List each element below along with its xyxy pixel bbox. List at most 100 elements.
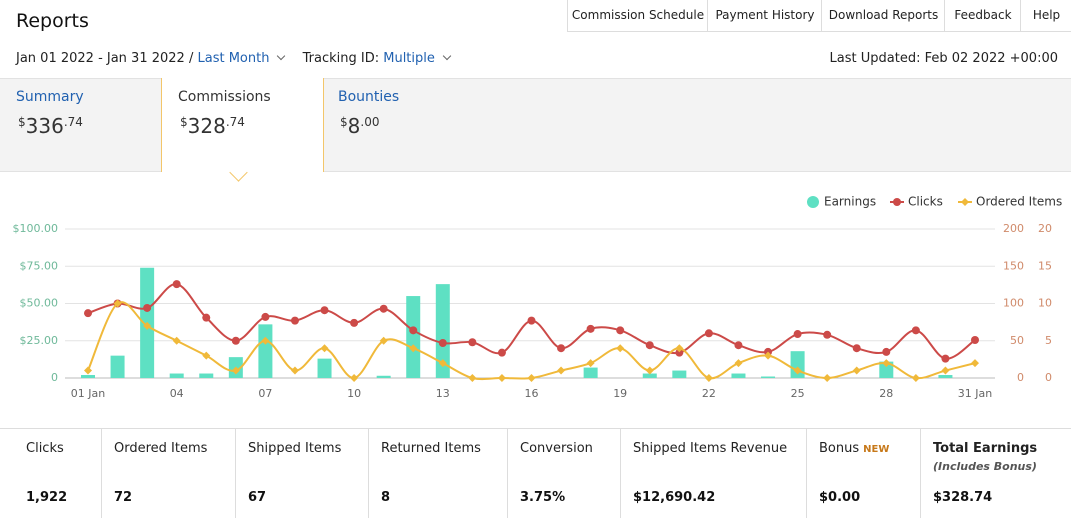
separator: / — [188, 51, 194, 66]
marker — [143, 303, 152, 312]
marker — [320, 306, 329, 315]
marker — [704, 374, 713, 382]
x-tick-label: 19 — [613, 387, 627, 400]
legend-label: Clicks — [908, 195, 943, 209]
tab-amount: $336.74 — [18, 114, 83, 138]
x-tick-label: 28 — [879, 387, 893, 400]
caret — [442, 51, 452, 61]
y-tick-label: $100.00 — [13, 222, 59, 235]
marker — [645, 366, 654, 375]
stat-cell: Clicks 1,922 — [0, 428, 101, 518]
stat-label: Total Earnings — [933, 441, 1037, 456]
fraction: .00 — [360, 115, 380, 129]
marker — [764, 351, 773, 360]
stat-cell: Ordered Items 72 — [101, 428, 235, 518]
y2-tick-label: 200 — [1003, 222, 1024, 235]
period-dropdown[interactable]: Last Month — [197, 51, 270, 66]
marker — [852, 366, 861, 375]
y2-tick-label: 100 — [1003, 297, 1024, 310]
stat-value: 8 — [381, 490, 391, 505]
marker — [409, 344, 418, 353]
marker — [438, 338, 447, 347]
whole: 336 — [25, 114, 64, 138]
bar — [583, 367, 598, 378]
marker — [379, 336, 388, 345]
x-tick-label: 31 Jan — [958, 387, 992, 400]
marker — [172, 336, 181, 345]
stat-value: $328.74 — [933, 490, 993, 505]
marker — [941, 354, 950, 363]
stat-label: Returned Items — [381, 441, 481, 456]
stat-label-text: Ordered Items — [114, 441, 208, 456]
y2-tick-label: 0 — [1017, 371, 1024, 384]
marker — [911, 374, 920, 382]
tab[interactable]: Commissions $328.74 — [161, 78, 324, 172]
marker — [290, 366, 299, 375]
bar — [258, 324, 273, 378]
tab[interactable]: Summary $336.74 — [0, 78, 161, 170]
marker — [84, 366, 92, 375]
date-range: Jan 01 2022 - Jan 31 2022 — [16, 51, 185, 66]
marker — [320, 344, 329, 353]
bar — [110, 355, 125, 378]
stat-label-text: Total Earnings — [933, 441, 1038, 456]
stat-value: 72 — [114, 490, 133, 505]
nav-button[interactable]: Commission Schedule — [567, 0, 708, 32]
stat-value: 67 — [248, 490, 267, 505]
marker — [911, 326, 920, 335]
marker — [675, 348, 684, 357]
marker — [231, 366, 240, 375]
stat-label: Ordered Items — [114, 441, 207, 456]
marker — [882, 347, 891, 356]
stat-label: Shipped Items — [248, 441, 341, 456]
legend-swatch — [961, 198, 969, 206]
whole: 328 — [187, 114, 226, 138]
bar — [435, 284, 450, 378]
x-tick-label: 04 — [170, 387, 184, 400]
marker — [793, 366, 802, 375]
y3-tick-label: 10 — [1038, 297, 1052, 310]
marker — [852, 344, 861, 353]
nav-button[interactable]: Download Reports — [821, 0, 945, 32]
marker — [527, 316, 536, 325]
tracking-dropdown[interactable]: Multiple — [383, 51, 435, 66]
x-tick-label: 22 — [702, 387, 716, 400]
nav-button[interactable]: Help — [1020, 0, 1071, 32]
marker — [971, 359, 979, 368]
marker — [231, 336, 240, 345]
stat-cell: Returned Items 8 — [368, 428, 507, 518]
x-tick-label: 10 — [347, 387, 361, 400]
y-tick-label: 0 — [51, 371, 58, 384]
bar — [317, 358, 332, 378]
badge: NEW — [863, 444, 890, 455]
whole: 8 — [347, 114, 361, 138]
marker — [202, 313, 211, 322]
y3-tick-label: 20 — [1038, 222, 1052, 235]
page-title: Reports — [16, 10, 89, 32]
bar — [199, 373, 214, 378]
bar — [81, 375, 95, 378]
marker — [616, 344, 625, 353]
tab[interactable]: Bounties $8.00 — [322, 78, 482, 170]
stat-cell: Conversion 3.75% — [507, 428, 620, 518]
y3-tick-label: 0 — [1045, 371, 1052, 384]
y-tick-label: $25.00 — [20, 334, 59, 347]
x-tick-label: 25 — [791, 387, 805, 400]
marker — [971, 336, 979, 345]
nav-button[interactable]: Feedback — [944, 0, 1021, 32]
y3-tick-label: 15 — [1038, 259, 1052, 272]
date-filter: Jan 01 2022 - Jan 31 2022 / Last Month T… — [16, 51, 458, 66]
tab-amount: $328.74 — [180, 114, 245, 138]
legend-label: Ordered Items — [976, 195, 1062, 209]
marker — [261, 312, 270, 321]
bar — [672, 370, 687, 378]
fraction: .74 — [225, 115, 245, 129]
stat-label-text: Returned Items — [381, 441, 481, 456]
marker — [823, 330, 832, 339]
stat-cell: Shipped Items 67 — [235, 428, 368, 518]
nav-button[interactable]: Payment History — [707, 0, 822, 32]
marker — [143, 321, 152, 330]
x-tick-label: 07 — [258, 387, 272, 400]
stat-cell: Shipped Items Revenue $12,690.42 — [620, 428, 806, 518]
stat-label: Shipped Items Revenue — [633, 441, 787, 456]
